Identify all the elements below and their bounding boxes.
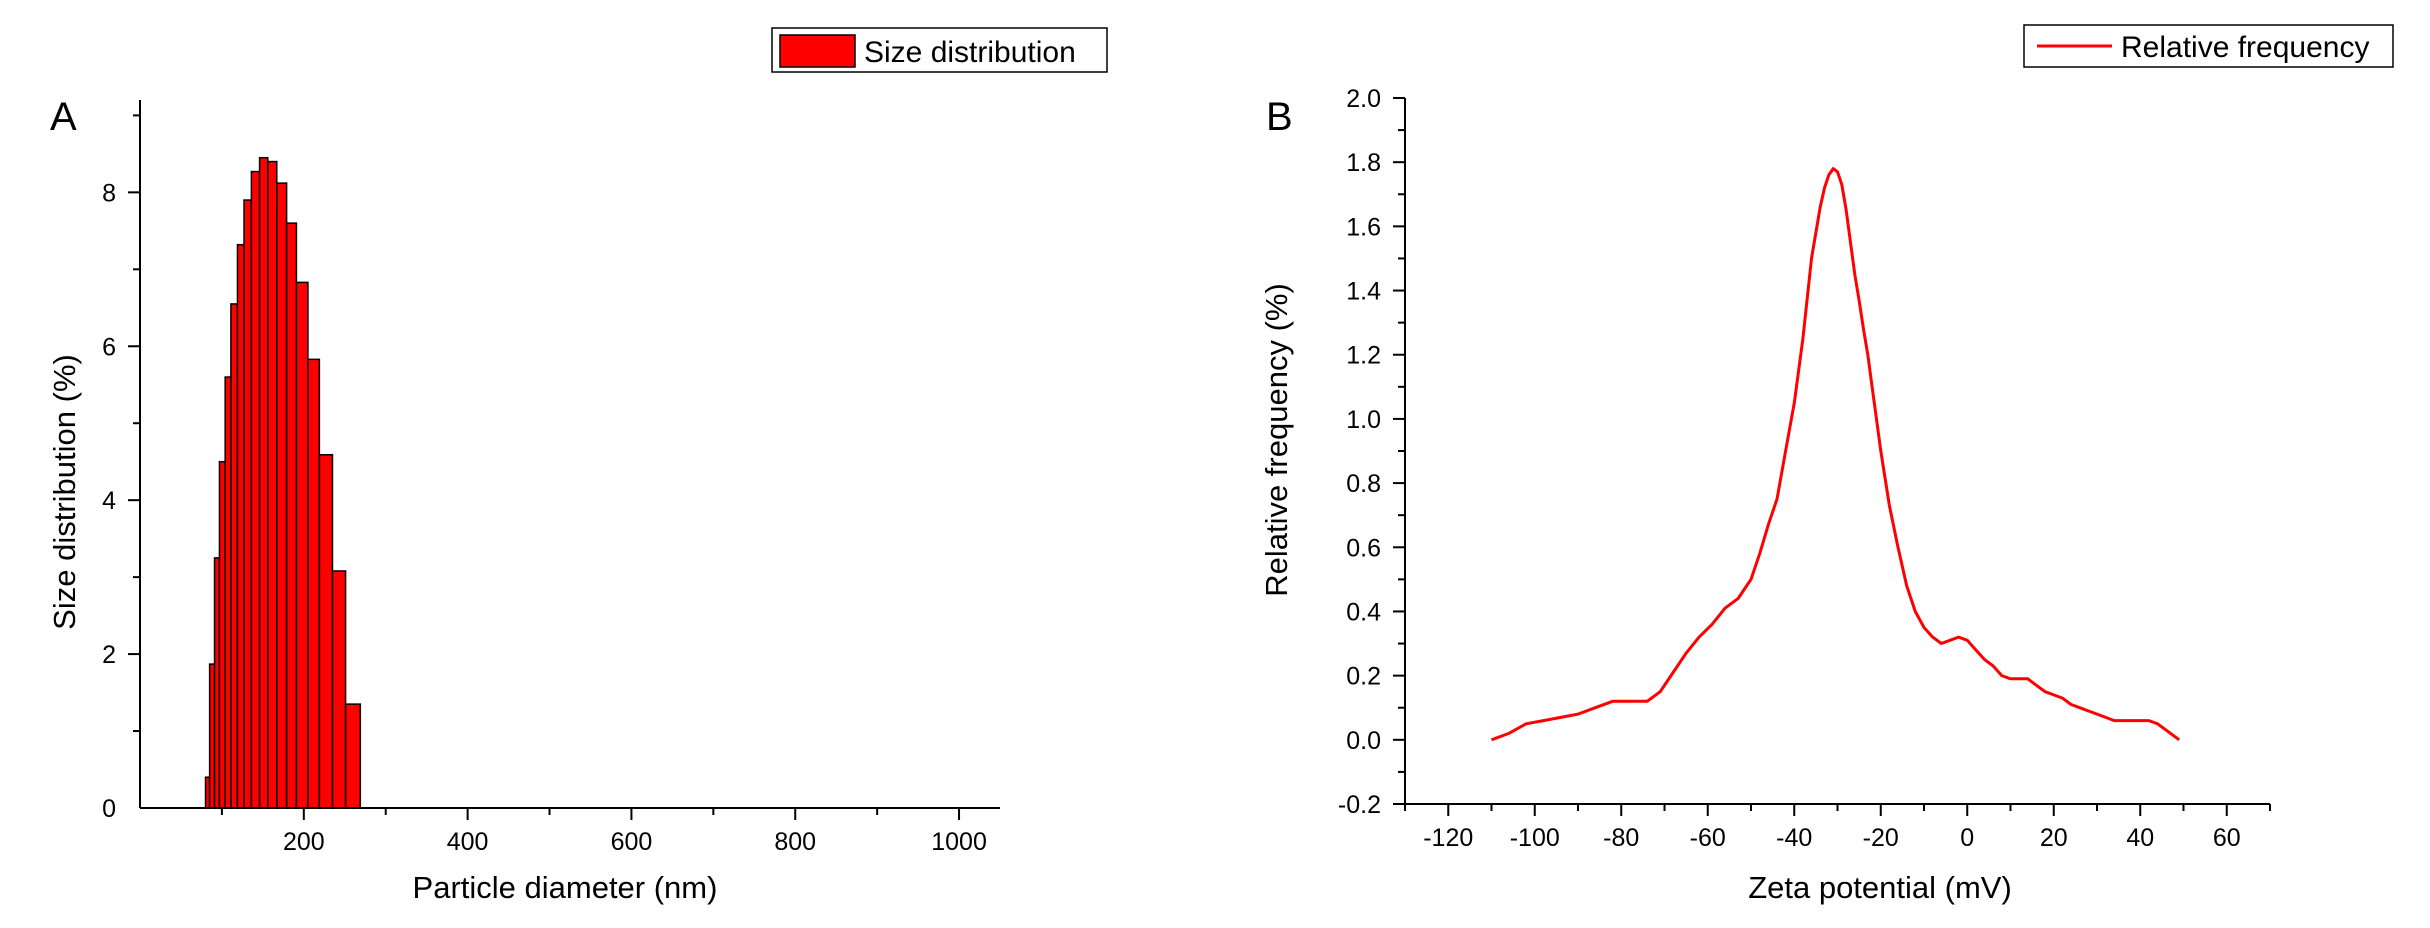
panel-a-letter: A xyxy=(50,95,77,139)
panel-a-bar xyxy=(285,222,298,809)
panel-b-y-tick-label: 0.0 xyxy=(1346,727,1381,755)
panel-a-bar xyxy=(243,199,253,809)
panel-b-x-tick-label: -20 xyxy=(1863,824,1899,852)
panel-b-y-tick-label: 1.2 xyxy=(1346,342,1381,370)
panel-b-letter: B xyxy=(1266,95,1293,139)
panel-b-x-tick-label: 20 xyxy=(2040,824,2068,852)
panel-a-size-distribution-chart: A Size distribution 200 400 600 800 1000 0 2 4 6… xyxy=(47,27,1108,905)
panel-a-bar xyxy=(276,182,288,809)
panel-b-x-axis-title: Zeta potential (mV) xyxy=(1748,870,2012,905)
panel-a-y-tick-label: 6 xyxy=(102,333,116,361)
panel-a-x-axis-title: Particle diameter (nm) xyxy=(413,870,718,905)
panel-a-y-tick-label: 2 xyxy=(102,641,116,669)
panel-a-bar xyxy=(236,243,245,809)
panel-a-bar xyxy=(318,454,334,809)
panel-a-bar xyxy=(258,156,269,809)
panel-b-x-tick-label: 60 xyxy=(2213,824,2241,852)
panel-b-x-tick-label: -40 xyxy=(1776,824,1812,852)
panel-b-x-tick-label: -120 xyxy=(1423,824,1473,852)
panel-a-bar xyxy=(307,358,321,809)
panel-b-y-tick-label: 0.2 xyxy=(1346,663,1381,691)
panel-a-y-axis-title: Size distribution (%) xyxy=(47,354,82,630)
panel-b-x-tick-label: -80 xyxy=(1603,824,1639,852)
panel-a-bar xyxy=(331,570,347,809)
panel-b-y-tick-label: 0.4 xyxy=(1346,598,1381,626)
panel-a-axes: 200 400 600 800 1000 0 2 4 6 8 xyxy=(102,100,1000,856)
panel-b-y-axis-title: Relative frequency (%) xyxy=(1259,283,1294,597)
panel-a-bar xyxy=(218,460,226,809)
panel-a-bar xyxy=(267,160,278,809)
panel-a-bar xyxy=(250,170,261,809)
panel-a-y-tick-label: 8 xyxy=(102,179,116,207)
panel-a-bars xyxy=(204,156,362,809)
panel-b-axes: -120 -100 -80 -60 -40 -20 0 20 40 60 -0.2 0.0 0.2 0.4… xyxy=(1338,85,2271,852)
panel-b-x-tick-label: -100 xyxy=(1510,824,1560,852)
panel-b-y-tick-label: 0.6 xyxy=(1346,534,1381,562)
panel-b-y-tick-label: 1.8 xyxy=(1346,149,1381,177)
panel-b-y-tick-label: 1.6 xyxy=(1346,213,1381,241)
panel-a-legend-swatch xyxy=(779,34,856,68)
panel-b-legend: Relative frequency xyxy=(2023,24,2394,68)
panel-b-x-tick-label: 40 xyxy=(2126,824,2154,852)
panel-a-x-tick-label: 1000 xyxy=(931,828,987,856)
panel-b-y-tick-label: 1.4 xyxy=(1346,278,1381,306)
panel-a-legend-label: Size distribution xyxy=(864,36,1076,69)
panel-b-x-tick-label: 0 xyxy=(1960,824,1974,852)
panel-a-legend: Size distribution xyxy=(771,27,1108,73)
panel-b-series-line xyxy=(1490,167,2181,742)
panel-b-y-tick-label: 2.0 xyxy=(1346,85,1381,113)
panel-b-legend-label: Relative frequency xyxy=(2121,31,2369,64)
panel-a-x-tick-label: 400 xyxy=(447,828,489,856)
panel-b-x-tick-label: -60 xyxy=(1690,824,1726,852)
panel-a-x-tick-label: 800 xyxy=(774,828,816,856)
panel-a-y-tick-label: 0 xyxy=(102,795,116,823)
panel-a-bar xyxy=(295,281,309,809)
panel-b-y-tick-label: 0.8 xyxy=(1346,470,1381,498)
panel-b-y-tick-label: 1.0 xyxy=(1346,406,1381,434)
panel-b-zeta-potential-chart: B Relative frequency -120 -100 -80 -60 -40 -2… xyxy=(1259,24,2394,905)
panel-b-y-tick-label: -0.2 xyxy=(1338,791,1381,819)
panel-a-bar xyxy=(230,303,239,809)
panel-a-x-tick-label: 200 xyxy=(283,828,325,856)
panel-a-bar xyxy=(344,703,362,809)
panel-a-bar xyxy=(224,376,232,809)
panel-a-y-tick-label: 4 xyxy=(102,487,116,515)
panel-a-x-tick-label: 600 xyxy=(611,828,653,856)
